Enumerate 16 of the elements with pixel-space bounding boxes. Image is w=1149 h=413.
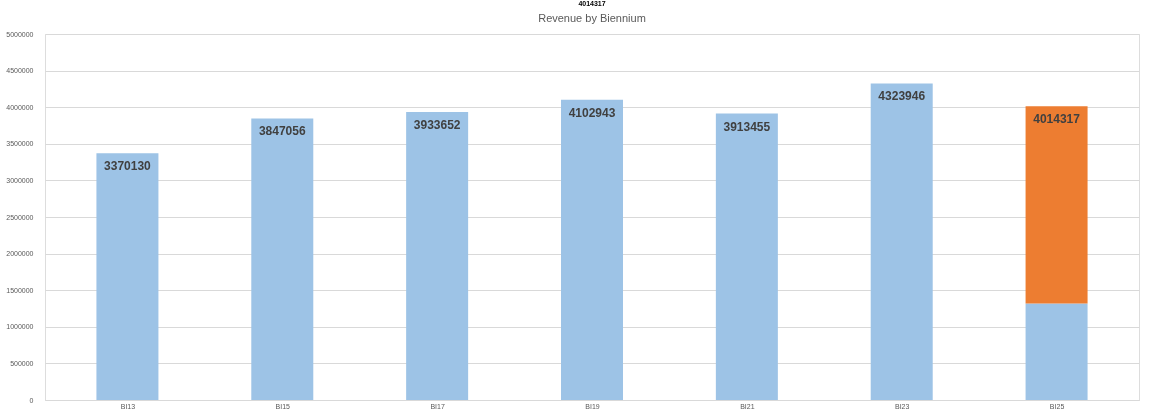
data-label: 4323946 xyxy=(878,89,926,104)
bar xyxy=(96,153,159,400)
data-label: 4102943 xyxy=(568,105,616,120)
data-label: 3847056 xyxy=(258,124,306,139)
data-label: 3933652 xyxy=(413,118,461,133)
bar xyxy=(561,99,623,400)
bar xyxy=(870,83,933,400)
bar xyxy=(1025,303,1088,400)
data-label: 3913455 xyxy=(723,119,771,134)
bar xyxy=(406,112,469,400)
chart-title: Revenue by Biennium xyxy=(538,12,646,24)
total-label: 4014317 xyxy=(1033,112,1081,127)
bar xyxy=(1025,106,1088,304)
bar xyxy=(715,113,778,400)
bar xyxy=(251,118,314,400)
data-label: 3370130 xyxy=(104,159,152,174)
